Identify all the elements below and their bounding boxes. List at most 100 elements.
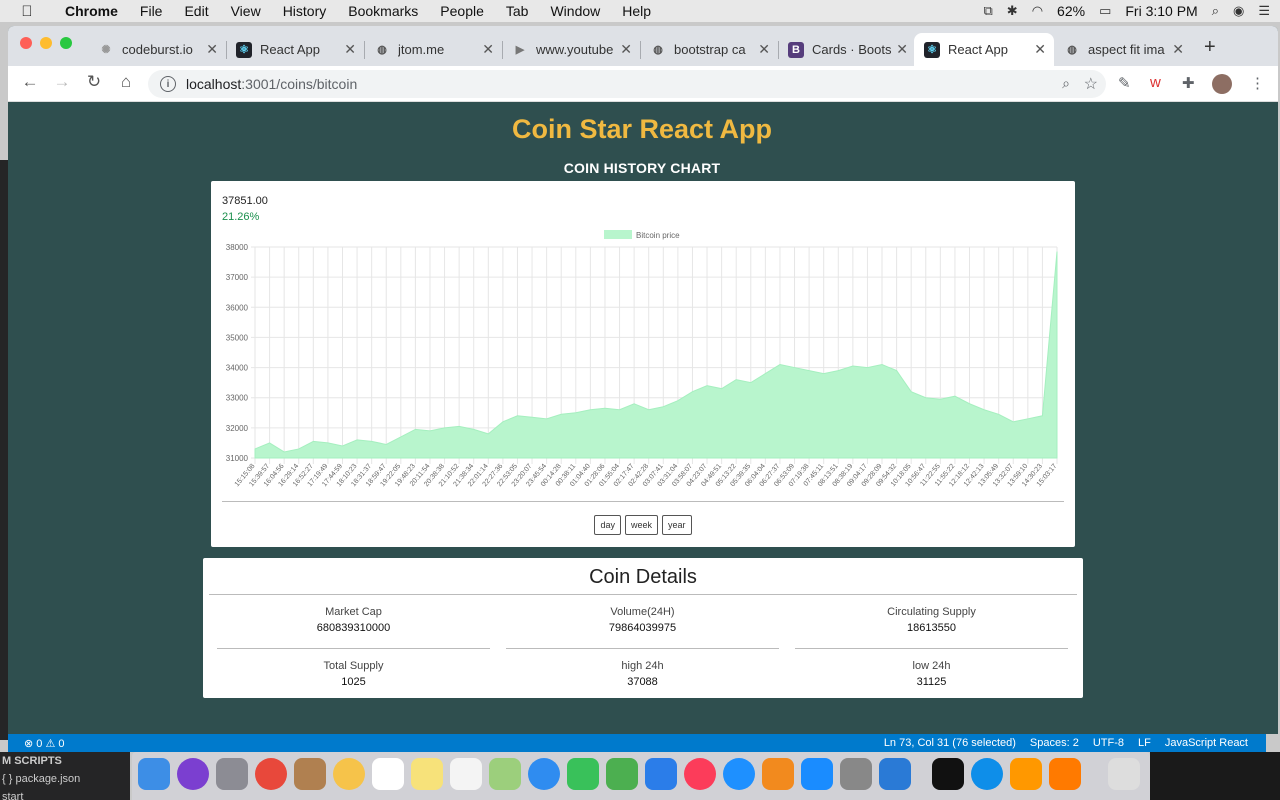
zoom-icon[interactable]: ⌕ xyxy=(1062,75,1070,91)
site-info-icon[interactable]: i xyxy=(160,76,176,92)
y-tick-label: 35000 xyxy=(226,333,249,342)
tab-bootstrap-search[interactable]: ◍ bootstrap ca ✕ xyxy=(640,33,778,66)
indentation[interactable]: Spaces: 2 xyxy=(1029,737,1079,749)
menu-app-name[interactable]: Chrome xyxy=(65,3,118,19)
reload-icon[interactable]: ↻ xyxy=(86,72,102,91)
tab-jtom[interactable]: ◍ jtom.me ✕ xyxy=(364,33,502,66)
problems-indicator[interactable]: ⊗ 0 ⚠ 0 xyxy=(24,738,65,750)
messages-icon[interactable] xyxy=(528,758,560,790)
notification-center-icon[interactable]: ☰ xyxy=(1258,3,1270,18)
desktop-wallpaper xyxy=(1150,752,1280,800)
youtube-icon: ▶ xyxy=(515,44,525,56)
books-icon[interactable] xyxy=(762,758,794,790)
music-icon[interactable] xyxy=(684,758,716,790)
menu-history[interactable]: History xyxy=(282,3,327,19)
apple-menu-icon[interactable]:  xyxy=(0,3,54,20)
encoding[interactable]: UTF-8 xyxy=(1092,737,1124,749)
maps-icon[interactable] xyxy=(489,758,521,790)
zoom-window-button[interactable] xyxy=(60,37,72,49)
close-tab-icon[interactable]: ✕ xyxy=(206,41,218,57)
photos-icon[interactable] xyxy=(333,758,365,790)
tab-title: React App xyxy=(260,42,320,57)
bluetooth-icon[interactable]: ✱ xyxy=(1006,3,1018,18)
close-tab-icon[interactable]: ✕ xyxy=(1034,41,1046,57)
menu-people[interactable]: People xyxy=(440,3,484,19)
line-ending[interactable]: LF xyxy=(1138,737,1151,749)
contacts-icon[interactable] xyxy=(294,758,326,790)
vlc-icon[interactable] xyxy=(1049,758,1081,790)
tab-bootstrap-cards[interactable]: B Cards · Boots ✕ xyxy=(778,33,916,66)
tab-youtube[interactable]: ▶ www.youtube ✕ xyxy=(502,33,640,66)
close-tab-icon[interactable]: ✕ xyxy=(758,41,770,57)
tab-react-app[interactable]: ⚛ React App ✕ xyxy=(226,33,364,66)
vscode-dock-icon[interactable] xyxy=(879,758,911,790)
vscode-status-bar: ⊗ 0 ⚠ 0 Ln 73, Col 31 (76 selected) Spac… xyxy=(8,734,1266,752)
terminal-icon[interactable] xyxy=(932,758,964,790)
bookmark-star-icon[interactable]: ☆ xyxy=(1083,76,1098,93)
system-preferences-icon[interactable] xyxy=(840,758,872,790)
siri-icon[interactable]: ◉ xyxy=(1233,3,1245,18)
stat-divider xyxy=(217,648,490,649)
siri-dock-icon[interactable] xyxy=(177,758,209,790)
eyedropper-extension-icon[interactable]: ✎ xyxy=(1118,75,1131,92)
keynote-icon[interactable] xyxy=(645,758,677,790)
stat-value: 1025 xyxy=(341,676,366,688)
close-window-button[interactable] xyxy=(20,37,32,49)
app-store-icon[interactable] xyxy=(801,758,833,790)
close-tab-icon[interactable]: ✕ xyxy=(344,41,356,57)
minimize-window-button[interactable] xyxy=(40,37,52,49)
menu-edit[interactable]: Edit xyxy=(184,3,209,19)
chart-heading: COIN HISTORY CHART xyxy=(563,160,721,176)
notes-icon[interactable] xyxy=(411,758,443,790)
price-history-chart: 38000 37000 36000 35000 34000 33000 32000 31000… xyxy=(226,230,1059,488)
menu-help[interactable]: Help xyxy=(622,3,652,19)
tab-aspect-fit[interactable]: ◍ aspect fit ima ✕ xyxy=(1054,33,1192,66)
close-tab-icon[interactable]: ✕ xyxy=(620,41,632,57)
menu-window[interactable]: Window xyxy=(550,3,601,19)
battery-icon[interactable]: ▭ xyxy=(1099,3,1112,18)
trash-icon[interactable] xyxy=(1108,758,1140,790)
language-mode[interactable]: JavaScript React xyxy=(1164,737,1248,749)
facetime-icon[interactable] xyxy=(567,758,599,790)
stat-label: low 24h xyxy=(912,660,951,672)
extensions-puzzle-icon[interactable]: ✚ xyxy=(1182,75,1195,92)
spotlight-search-icon[interactable]: ⌕ xyxy=(1211,3,1219,18)
home-icon[interactable]: ⌂ xyxy=(120,72,132,91)
finder-icon[interactable] xyxy=(138,758,170,790)
reminders-icon[interactable] xyxy=(450,758,482,790)
profile-avatar[interactable] xyxy=(1212,74,1232,94)
launchpad-icon[interactable] xyxy=(216,758,248,790)
w-extension-icon[interactable]: w xyxy=(1150,74,1161,91)
window-controls xyxy=(20,37,72,49)
package-json-item[interactable]: { } package.json xyxy=(2,773,81,785)
start-script-item[interactable]: start xyxy=(2,791,24,800)
menu-bookmarks[interactable]: Bookmarks xyxy=(348,3,419,19)
day-button[interactable]: day xyxy=(594,515,621,535)
cursor-position[interactable]: Ln 73, Col 31 (76 selected) xyxy=(883,737,1016,749)
week-button[interactable]: week xyxy=(624,515,658,535)
close-tab-icon[interactable]: ✕ xyxy=(482,41,494,57)
forward-icon[interactable]: → xyxy=(53,72,71,91)
wifi-icon[interactable]: ◠ xyxy=(1031,3,1044,18)
year-button[interactable]: year xyxy=(662,515,692,535)
new-tab-icon[interactable]: + xyxy=(1204,36,1216,58)
teamviewer-icon[interactable] xyxy=(971,758,1003,790)
close-tab-icon[interactable]: ✕ xyxy=(896,41,908,57)
menu-tab[interactable]: Tab xyxy=(505,3,529,19)
safari-icon[interactable] xyxy=(723,758,755,790)
chrome-dock-icon[interactable] xyxy=(255,758,287,790)
menu-file[interactable]: File xyxy=(139,3,163,19)
tab-codeburst[interactable]: ✺ codeburst.io ✕ xyxy=(88,33,226,66)
sublime-text-icon[interactable] xyxy=(1010,758,1042,790)
numbers-icon[interactable] xyxy=(606,758,638,790)
legend-swatch xyxy=(604,230,632,239)
menu-clock[interactable]: Fri 3:10 PM xyxy=(1125,3,1198,19)
address-bar[interactable]: i localhost:3001/coins/bitcoin ⌕ ☆ xyxy=(148,70,1106,98)
teamviewer-status-icon[interactable]: ⧉ xyxy=(983,3,993,18)
menu-view[interactable]: View xyxy=(230,3,261,19)
tab-react-app-active[interactable]: ⚛ React App ✕ xyxy=(914,33,1054,66)
calendar-icon[interactable] xyxy=(372,758,404,790)
chrome-menu-icon[interactable]: ⋮ xyxy=(1250,75,1265,92)
close-tab-icon[interactable]: ✕ xyxy=(1172,41,1184,57)
back-icon[interactable]: ← xyxy=(21,72,39,91)
